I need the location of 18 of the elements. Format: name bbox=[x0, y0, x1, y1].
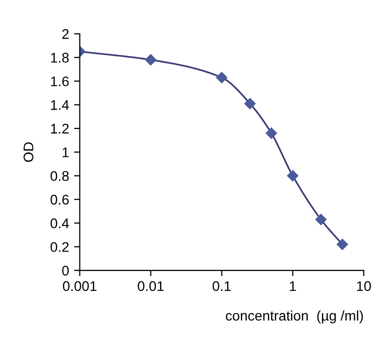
x-axis-title: concentration (µg /ml) bbox=[226, 310, 363, 324]
y-tick-label: 0.8 bbox=[50, 171, 69, 181]
y-tick-label: 1.4 bbox=[51, 100, 69, 110]
y-tick-label: 0.4 bbox=[50, 218, 69, 228]
y-tick-label: 0.2 bbox=[50, 242, 69, 252]
y-tick-label: 1 bbox=[62, 148, 69, 158]
y-tick-label: 1.8 bbox=[51, 52, 69, 63]
y-axis-title: OD bbox=[24, 142, 34, 162]
x-tick-label: 0.001 bbox=[62, 281, 96, 292]
y-tick-label: 0.6 bbox=[50, 194, 69, 205]
x-tick-label: 0.01 bbox=[138, 281, 164, 292]
x-tick-label: 1 bbox=[290, 281, 296, 291]
y-tick-label: 2 bbox=[62, 29, 69, 39]
y-tick-label: 1.2 bbox=[51, 124, 69, 134]
x-tick-label: 10 bbox=[357, 281, 371, 292]
y-tick-label: 0 bbox=[62, 266, 69, 276]
x-tick-label: 0.1 bbox=[212, 281, 231, 292]
y-tick-label: 1.6 bbox=[51, 76, 69, 86]
